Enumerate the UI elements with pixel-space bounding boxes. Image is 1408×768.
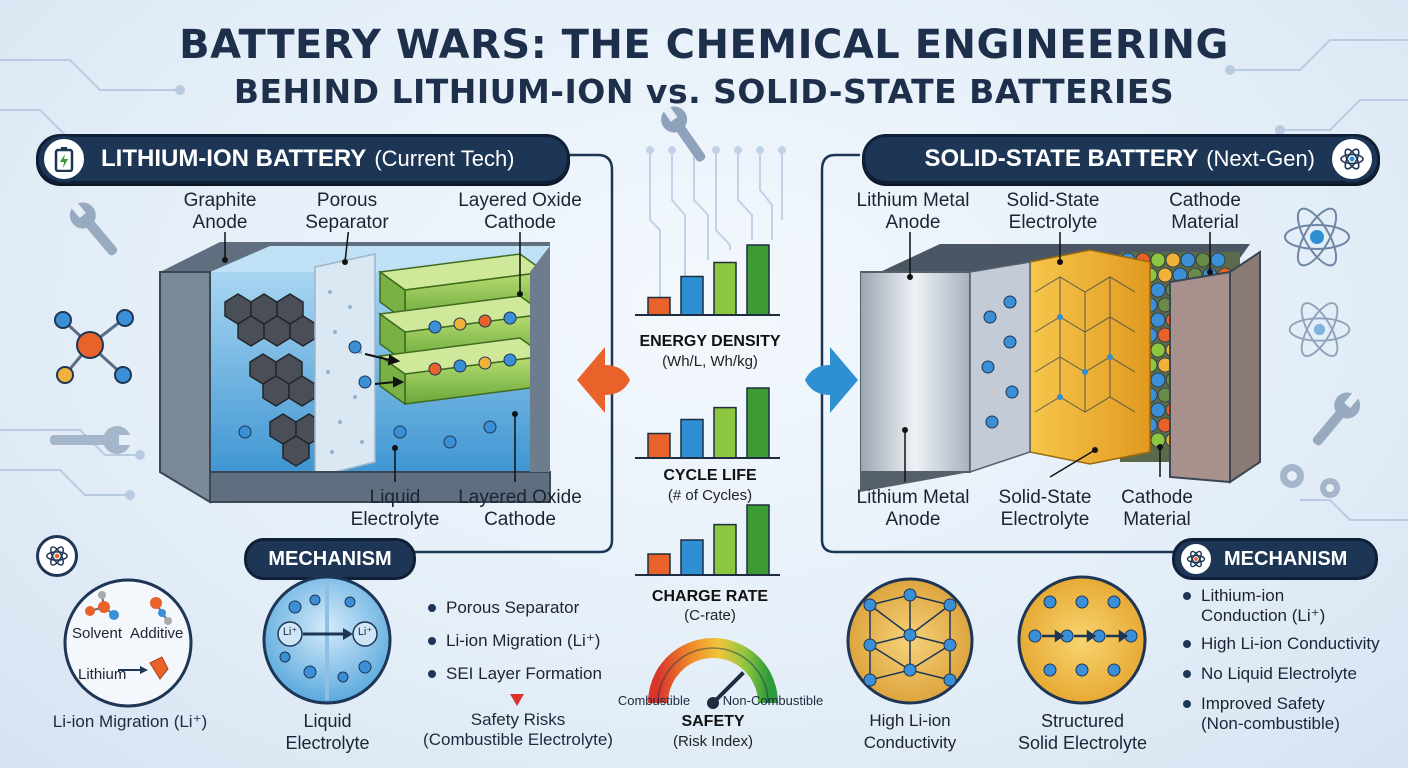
safety-gauge <box>648 638 778 709</box>
safety-right-label: Non-Combustible <box>722 693 824 708</box>
compare-arrow-left <box>577 347 630 413</box>
metric-bar <box>680 539 704 576</box>
metric-charge-rate-sub: (C-rate) <box>684 607 736 624</box>
molecule-icon <box>54 309 134 384</box>
metric-bar <box>680 275 704 316</box>
cathode-particle <box>1150 372 1166 388</box>
cathode-particle <box>1157 267 1173 283</box>
lithium-ion-header: LITHIUM-ION BATTERY (Current Tech) <box>36 134 570 184</box>
metric-bar <box>647 432 671 459</box>
atom-icon <box>1284 207 1350 267</box>
label-lithium-metal-anode-top: Lithium Metal Anode <box>856 190 970 233</box>
metric-bar <box>713 523 737 576</box>
lithium-ion-title: LITHIUM-ION BATTERY <box>101 145 367 172</box>
right-bullet: No Liquid Electrolyte <box>1183 664 1398 684</box>
cathode-particle <box>1150 402 1166 418</box>
structured-electrolyte-circle <box>1017 575 1147 705</box>
label-liquid-electrolyte: Liquid Electrolyte <box>350 487 440 530</box>
right-mechanism-bullets: Lithium-ion Conduction (Li⁺) High Li-ion … <box>1183 586 1398 734</box>
molecules-circle <box>63 578 193 708</box>
cathode-particle <box>1150 342 1166 358</box>
label-graphite-anode: Graphite Anode <box>183 190 257 233</box>
cathode-particle <box>1180 252 1196 268</box>
left-bullet: Porous Separator <box>428 598 628 618</box>
wrench-icon-right <box>1312 392 1361 446</box>
label-solid-state-electrolyte-top: Solid-State Electrolyte <box>1006 190 1100 233</box>
label-solid-state-electrolyte-bottom: Solid-State Electrolyte <box>998 487 1092 530</box>
safety-left-label: Combustible <box>617 693 691 708</box>
caption-li-ion-migration: Li-ion Migration (Li⁺) <box>52 712 208 731</box>
caption-structured-solid-electrolyte: Structured Solid Electrolyte <box>1017 711 1148 753</box>
cathode-particle <box>1150 252 1166 268</box>
label-porous-separator: Porous Separator <box>305 190 389 233</box>
mechanism-label-right: MECHANISM <box>1172 538 1378 580</box>
left-mechanism-bullets: Porous Separator Li-ion Migration (Li⁺) … <box>428 598 628 684</box>
wrench-icon-left2 <box>50 426 135 454</box>
label-cathode-material-bottom: Cathode Material <box>1121 487 1193 530</box>
safety-risks-text: Safety Risks (Combustible Electrolyte) <box>423 710 613 749</box>
metric-bar <box>713 406 737 459</box>
metric-bar <box>713 261 737 316</box>
main-title: BATTERY WARS: THE CHEMICAL ENGINEERING <box>179 22 1229 68</box>
lithium-ion-subtitle: (Current Tech) <box>374 146 515 171</box>
caption-liquid-electrolyte: Liquid Electrolyte <box>285 711 370 753</box>
atom-mechanism-icon-right <box>1178 541 1214 577</box>
metrics-bars <box>635 244 780 576</box>
safety-sub: (Risk Index) <box>672 733 754 750</box>
right-bullet: High Li-ion Conductivity <box>1183 634 1398 654</box>
cathode-particle <box>1150 312 1166 328</box>
cathode-particle <box>1150 282 1166 298</box>
right-bullet: Lithium-ion Conduction (Li⁺) <box>1183 586 1398 626</box>
atom-header-icon <box>1329 136 1375 182</box>
molecule-label-lithium: Lithium <box>78 666 127 683</box>
wrench-icon <box>661 105 706 162</box>
metric-bar <box>647 296 671 316</box>
liquid-electrolyte-circle <box>262 575 392 705</box>
cathode-particle <box>1195 252 1211 268</box>
label-layered-oxide-cathode-bottom: Layered Oxide Cathode <box>458 487 582 530</box>
lattice-circle <box>846 577 974 705</box>
metric-bar <box>746 387 770 459</box>
battery-icon <box>41 136 87 182</box>
label-layered-oxide-cathode-top: Layered Oxide Cathode <box>458 190 582 233</box>
metric-cycle-life-sub: (# of Cycles) <box>667 487 753 504</box>
atom-icon-2 <box>1288 302 1351 357</box>
safety-title: SAFETY <box>681 713 745 730</box>
gear-icon <box>1280 464 1340 498</box>
metric-energy-density-title: ENERGY DENSITY <box>639 333 781 350</box>
solid-state-header: SOLID-STATE BATTERY (Next-Gen) <box>862 134 1380 184</box>
warning-icon <box>510 694 524 706</box>
right-bullet: Improved Safety (Non-combustible) <box>1183 694 1398 734</box>
left-bullet: SEI Layer Formation <box>428 664 628 684</box>
metric-cycle-life-title: CYCLE LIFE <box>663 467 757 484</box>
cathode-particle <box>1210 252 1226 268</box>
solid-state-subtitle: (Next-Gen) <box>1206 146 1315 171</box>
solid-state-battery-diagram <box>860 232 1261 492</box>
cathode-particle <box>1165 252 1181 268</box>
metric-bar <box>746 244 770 316</box>
atom-mechanism-icon-left <box>36 535 78 577</box>
solid-state-title: SOLID-STATE BATTERY <box>924 145 1199 172</box>
ion-label-left-a: Li⁺ <box>282 626 298 638</box>
wrench-icon-left <box>69 202 118 256</box>
metric-energy-density-sub: (Wh/L, Wh/kg) <box>662 353 758 370</box>
label-cathode-material-top: Cathode Material <box>1169 190 1241 233</box>
metric-charge-rate-title: CHARGE RATE <box>651 588 769 605</box>
metric-bar <box>746 504 770 576</box>
molecule-label-additive: Additive <box>130 625 184 642</box>
main-subtitle: BEHIND LITHIUM-ION vs. SOLID-STATE BATTE… <box>233 72 1175 111</box>
caption-high-li-ion-conductivity: High Li-ion Conductivity <box>863 711 957 752</box>
left-bullet: Li-ion Migration (Li⁺) <box>428 631 628 651</box>
compare-arrow-right <box>805 347 858 413</box>
metric-bar <box>647 553 671 576</box>
metric-bar <box>680 418 704 459</box>
molecule-label-solvent: Solvent <box>72 625 123 642</box>
lithium-ion-battery-diagram <box>159 232 551 504</box>
label-lithium-metal-anode-bottom: Lithium Metal Anode <box>856 487 970 530</box>
ion-label-left-b: Li⁺ <box>357 626 373 638</box>
